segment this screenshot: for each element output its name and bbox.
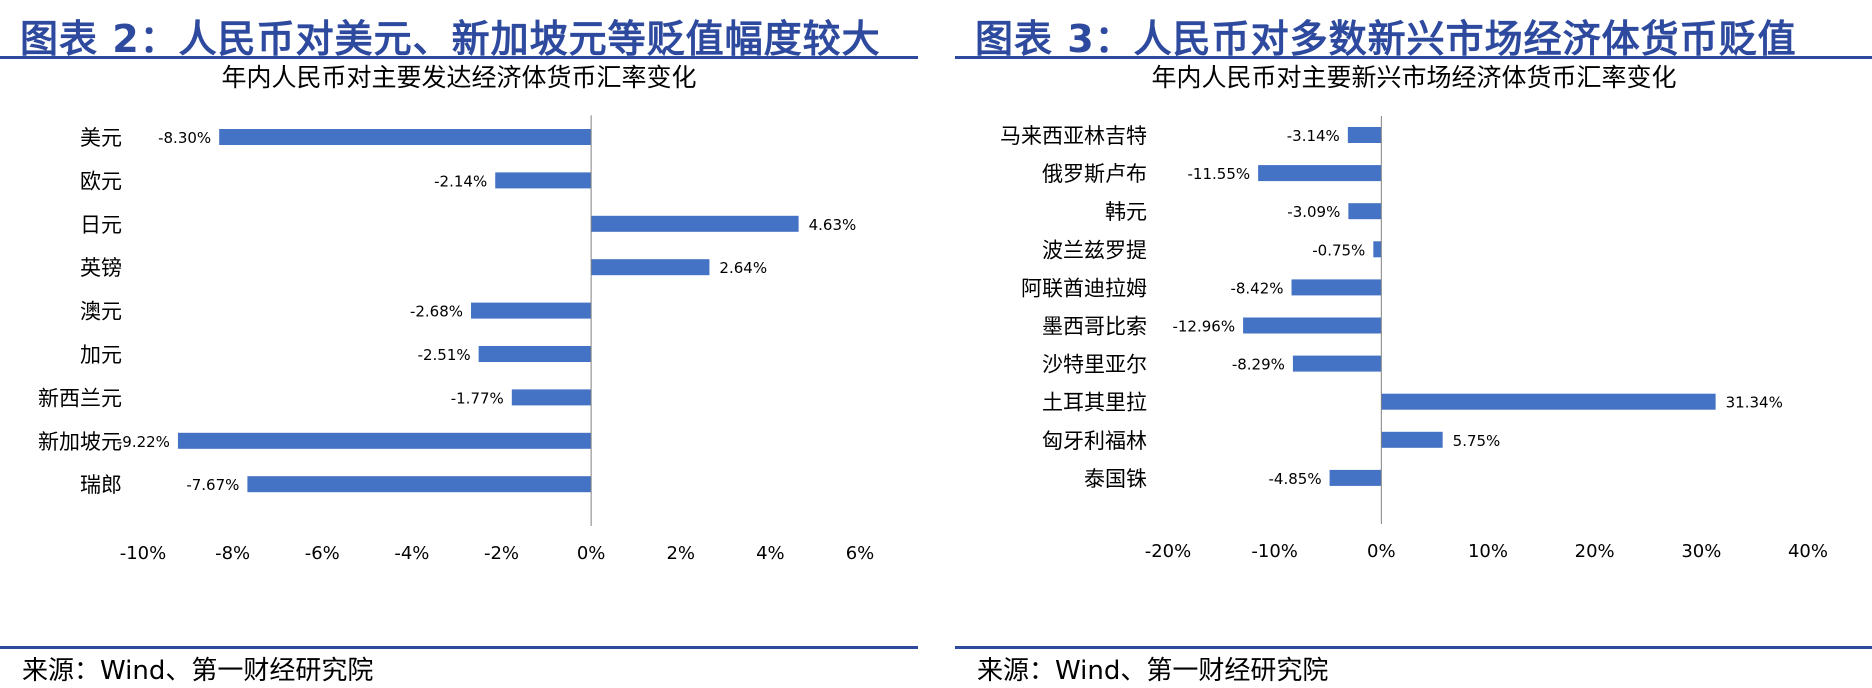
category-label: 马来西亚林吉特 — [1000, 124, 1147, 148]
x-tick-label: 40% — [1788, 541, 1828, 562]
category-label: 波兰兹罗提 — [1042, 238, 1147, 262]
source-note: 来源：Wind、第一财经研究院 — [22, 656, 374, 686]
x-tick-label: 4% — [756, 543, 785, 564]
category-label: 韩元 — [1105, 200, 1147, 224]
x-tick-label: 6% — [846, 543, 875, 564]
bar — [591, 215, 799, 232]
heading-divider — [955, 56, 1872, 59]
x-tick-label: -6% — [305, 543, 340, 564]
heading-divider — [0, 56, 918, 59]
category-label: 澳元 — [80, 300, 122, 324]
x-tick-label: 30% — [1681, 541, 1721, 562]
figure-heading: 图表 2：人民币对美元、新加坡元等贬值幅度较大 — [20, 17, 881, 61]
footer-divider — [0, 646, 918, 649]
bar — [1258, 165, 1382, 182]
bar — [1381, 393, 1716, 410]
category-label: 沙特里亚尔 — [1042, 353, 1147, 377]
bar — [1292, 355, 1382, 372]
bar — [1373, 241, 1382, 258]
data-label: 2.64% — [719, 259, 767, 277]
category-label: 加元 — [80, 343, 122, 367]
category-label: 英镑 — [80, 256, 122, 280]
bar — [511, 389, 592, 406]
right-panel: 图表 3：人民币对多数新兴市场经济体货币贬值 年内人民币对主要新兴市场经济体货币… — [955, 0, 1872, 688]
bar — [177, 432, 592, 449]
data-label: -9.22% — [117, 433, 170, 451]
x-tick-label: -4% — [394, 543, 429, 564]
source-note: 来源：Wind、第一财经研究院 — [977, 656, 1329, 686]
bar — [591, 259, 710, 276]
data-label: -2.68% — [410, 303, 463, 321]
x-tick-label: -10% — [1251, 541, 1298, 562]
data-label: -3.09% — [1287, 203, 1340, 221]
bar — [495, 172, 592, 189]
category-label: 欧元 — [80, 169, 122, 193]
data-label: -3.14% — [1287, 127, 1340, 145]
figure-heading: 图表 3：人民币对多数新兴市场经济体货币贬值 — [975, 17, 1797, 61]
category-label: 新加坡元 — [38, 430, 122, 454]
data-label: -1.77% — [451, 389, 504, 407]
category-label: 日元 — [80, 213, 122, 237]
bar — [1381, 431, 1443, 448]
data-label: -8.29% — [1232, 356, 1285, 374]
category-label: 美元 — [80, 126, 122, 150]
category-label: 匈牙利福林 — [1042, 429, 1147, 453]
bar — [1291, 279, 1382, 296]
category-label: 泰国铢 — [1084, 467, 1147, 491]
data-label: 5.75% — [1453, 432, 1501, 450]
category-label: 墨西哥比索 — [1042, 315, 1147, 339]
bar — [1243, 317, 1382, 334]
x-tick-label: 2% — [666, 543, 695, 564]
bar — [219, 129, 592, 145]
x-tick-label: -10% — [120, 543, 167, 564]
data-label: -11.55% — [1188, 165, 1251, 183]
category-label: 阿联酋迪拉姆 — [1021, 276, 1147, 300]
data-label: -0.75% — [1312, 241, 1365, 259]
chart-title: 年内人民币对主要新兴市场经济体货币汇率变化 — [1151, 63, 1676, 92]
x-tick-label: 10% — [1468, 541, 1508, 562]
data-label: -2.51% — [418, 346, 471, 364]
category-label: 俄罗斯卢布 — [1042, 162, 1147, 186]
data-label: 31.34% — [1726, 394, 1783, 412]
data-label: -8.42% — [1230, 279, 1283, 297]
x-tick-label: -2% — [484, 543, 519, 564]
bar — [1348, 203, 1382, 220]
left-panel: 图表 2：人民币对美元、新加坡元等贬值幅度较大 年内人民币对主要发达经济体货币汇… — [0, 0, 918, 688]
data-label: -8.30% — [158, 129, 211, 147]
x-tick-label: 20% — [1575, 541, 1615, 562]
x-tick-label: 0% — [577, 543, 606, 564]
data-label: 4.63% — [809, 216, 857, 234]
data-label: -2.14% — [434, 172, 487, 190]
category-label: 瑞郎 — [80, 473, 122, 497]
category-label: 新西兰元 — [38, 386, 122, 410]
data-label: -4.85% — [1269, 470, 1322, 488]
chart-title: 年内人民币对主要发达经济体货币汇率变化 — [221, 63, 696, 92]
bar — [471, 302, 592, 319]
footer-divider — [955, 646, 1872, 649]
data-label: -7.67% — [186, 476, 239, 494]
bar — [247, 476, 592, 493]
data-label: -12.96% — [1172, 318, 1235, 336]
x-tick-label: -8% — [215, 543, 250, 564]
category-label: 土耳其里拉 — [1042, 391, 1147, 415]
bar — [1347, 127, 1382, 143]
bar — [478, 346, 592, 362]
x-tick-label: 0% — [1367, 541, 1396, 562]
bar — [1329, 469, 1382, 486]
x-tick-label: -20% — [1145, 541, 1192, 562]
